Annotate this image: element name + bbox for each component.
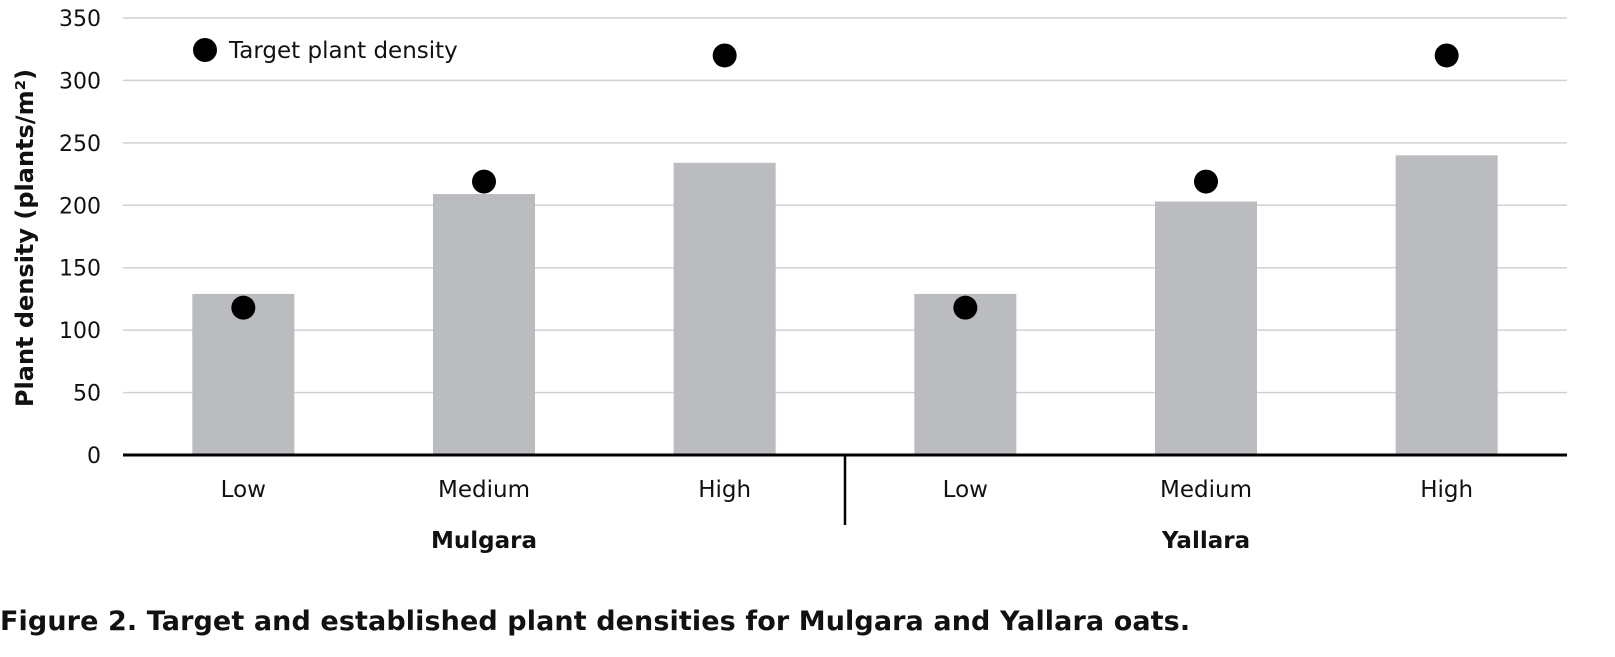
- x-axis: Low Medium High Low Medium High Mulgara Yallara: [123, 453, 1567, 554]
- bar: [914, 293, 1017, 455]
- target-marker: [472, 169, 496, 194]
- target-marker: [712, 43, 737, 68]
- group-label: Mulgara: [431, 528, 537, 554]
- bar: [433, 194, 535, 455]
- x-tick-label: High: [698, 477, 751, 503]
- target-marker: [1194, 169, 1218, 194]
- y-tick-label: 50: [73, 382, 101, 407]
- target-markers: [231, 43, 1459, 320]
- y-tick-label: 200: [59, 194, 101, 219]
- bar: [192, 293, 295, 455]
- chart-area: 0 50 100 150 200 250 300 350 Low Medium High Low Me…: [11, 7, 1567, 554]
- x-tick-label: Medium: [438, 477, 530, 503]
- figure-caption: Figure 2. Target and established plant d…: [0, 606, 1191, 637]
- legend: Target plant density: [193, 38, 458, 64]
- target-marker: [1434, 43, 1459, 68]
- x-tick-label: Low: [943, 477, 988, 503]
- target-marker: [953, 295, 978, 320]
- legend-label: Target plant density: [228, 38, 458, 64]
- y-tick-label: 100: [59, 319, 101, 344]
- y-axis-ticks: 0 50 100 150 200 250 300 350: [59, 7, 101, 469]
- y-tick-label: 0: [87, 444, 101, 469]
- legend-marker: [193, 38, 217, 62]
- bars: [192, 155, 1498, 456]
- x-tick-label: Low: [221, 477, 266, 503]
- y-tick-label: 250: [59, 132, 101, 157]
- group-label: Yallara: [1161, 528, 1250, 554]
- bar: [673, 162, 776, 455]
- bar: [1395, 155, 1498, 456]
- x-tick-label: Medium: [1160, 477, 1252, 503]
- y-tick-label: 150: [59, 257, 101, 282]
- y-tick-label: 300: [59, 69, 101, 94]
- bar: [1155, 201, 1257, 455]
- y-tick-label: 350: [59, 7, 101, 32]
- x-tick-label: High: [1420, 477, 1473, 503]
- y-axis-label: Plant density (plants/m²): [11, 69, 39, 407]
- gridlines: [123, 17, 1567, 394]
- target-marker: [231, 295, 256, 320]
